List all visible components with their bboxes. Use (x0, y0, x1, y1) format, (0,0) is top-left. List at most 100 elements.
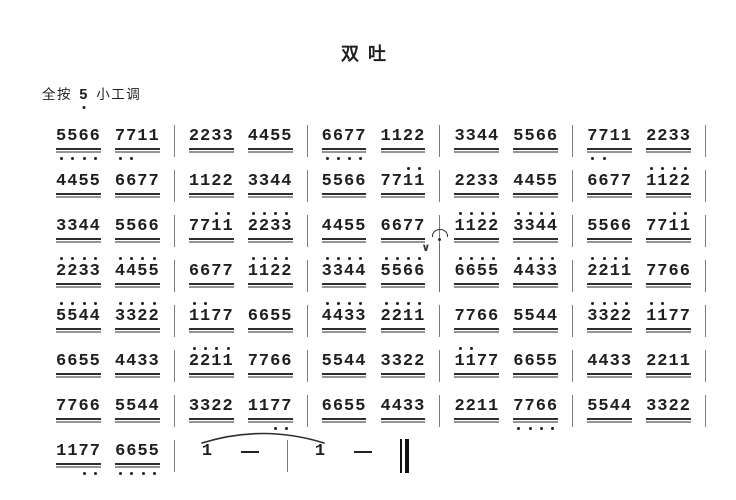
octave-dot-cell (270, 290, 281, 297)
octave-dots-above (587, 299, 632, 307)
octave-dot-cell (536, 155, 547, 162)
barline (173, 260, 175, 292)
note-digits: 6677 (114, 172, 160, 191)
octave-dot (71, 157, 75, 160)
note-digits: 2211 (188, 352, 234, 371)
octave-dot (141, 256, 145, 260)
octave-dot-cell (189, 245, 200, 252)
octave-dots-below (381, 245, 426, 252)
note-group: 5566 (321, 164, 367, 207)
octave-dot (119, 301, 123, 305)
octave-dot (359, 301, 363, 305)
octave-dot-cell (646, 425, 657, 432)
sixteenth-beams (114, 192, 160, 200)
octave-dot-cell (56, 380, 67, 387)
note-digits: 2233 (56, 262, 101, 281)
beam-line (380, 151, 426, 154)
octave-dot (141, 301, 145, 305)
octave-dot-cell (56, 209, 67, 217)
octave-dot-cell (67, 254, 78, 262)
octave-dot-cell (67, 164, 78, 172)
barline (704, 350, 706, 382)
beam-line (380, 283, 426, 285)
octave-dots-above (454, 209, 499, 217)
octave-dot-cell (657, 380, 668, 387)
octave-dot-cell (525, 335, 536, 342)
octave-dots-above (248, 254, 293, 262)
octave-dot (613, 301, 617, 305)
sixteenth-beams (247, 372, 293, 380)
octave-dot-cell (381, 335, 392, 342)
measure: 5566 7711 (42, 119, 174, 162)
octave-dot-cell (525, 164, 536, 172)
octave-dot-cell (536, 245, 547, 252)
note-group: 6655 (115, 434, 160, 477)
octave-dot-cell (200, 164, 211, 172)
octave-dot-cell (466, 335, 477, 342)
octave-dot (336, 301, 340, 305)
octave-dots-above (646, 299, 691, 307)
sixteenth-beams (115, 462, 160, 470)
octave-dot-cell (669, 200, 680, 207)
note-digits: 6655 (513, 352, 559, 371)
sixteenth-beams (114, 417, 160, 425)
octave-dot-cell (466, 245, 477, 252)
octave-dot-cell (513, 290, 524, 297)
beam-line (513, 328, 559, 330)
octave-dot-cell (270, 245, 281, 252)
octave-dots-above (248, 389, 293, 397)
octave-dot-cell (90, 164, 101, 172)
octave-dot-cell (525, 389, 536, 397)
beam-line (380, 418, 426, 420)
octave-dot-cell (355, 119, 366, 127)
octave-dot-cell (414, 200, 425, 207)
octave-dot-cell (598, 209, 609, 217)
beam-line (56, 238, 101, 240)
octave-dot (418, 301, 422, 305)
sixteenth-beams (380, 237, 426, 245)
octave-dot-cell (587, 290, 598, 297)
note-group: 6655 (321, 389, 367, 432)
octave-dot-cell (381, 209, 392, 217)
barline (287, 440, 288, 472)
octave-dot-cell (525, 200, 536, 207)
note-digits: 3322 (114, 307, 160, 326)
octave-dots-above (248, 209, 293, 217)
octave-dot-cell (466, 209, 477, 217)
octave-dot-cell (621, 155, 632, 162)
octave-dots-above (381, 254, 426, 262)
octave-dot-cell (259, 290, 270, 297)
octave-dot-cell (333, 254, 344, 262)
note-digits: 3344 (56, 217, 101, 236)
octave-dot-cell (222, 389, 233, 397)
octave-dot-cell (680, 155, 691, 162)
beam-line (587, 196, 633, 199)
measure: 6655 4433 (440, 254, 572, 297)
octave-dots-below (587, 200, 632, 207)
octave-dot-cell (598, 389, 609, 397)
octave-dot-cell (78, 299, 89, 307)
beam-line (513, 148, 559, 150)
piece-title: 双吐 (341, 44, 395, 64)
octave-dot-cell (137, 299, 148, 307)
octave-dots-below (56, 155, 101, 162)
beam-line (114, 196, 160, 199)
note-digits: 6655 (115, 442, 160, 461)
octave-dots-below (322, 425, 367, 432)
note-group: 5566 (114, 209, 160, 252)
octave-dot-cell (355, 380, 366, 387)
octave-dot-cell (403, 200, 414, 207)
octave-dot (82, 157, 86, 160)
octave-dots-above (587, 389, 632, 397)
measure: 7711 2233 (175, 209, 307, 252)
note-group: 7711 (587, 119, 633, 162)
octave-dot-cell (281, 200, 292, 207)
octave-dot-cell (598, 290, 609, 297)
note-group: 5544 (114, 389, 160, 432)
octave-dot-cell (126, 389, 137, 397)
octave-dot-cell (115, 389, 126, 397)
note-group: 3322 (380, 344, 426, 387)
octave-dot-cell (259, 209, 270, 217)
octave-dots-above (322, 299, 367, 307)
note-group: 3322 (114, 299, 160, 342)
